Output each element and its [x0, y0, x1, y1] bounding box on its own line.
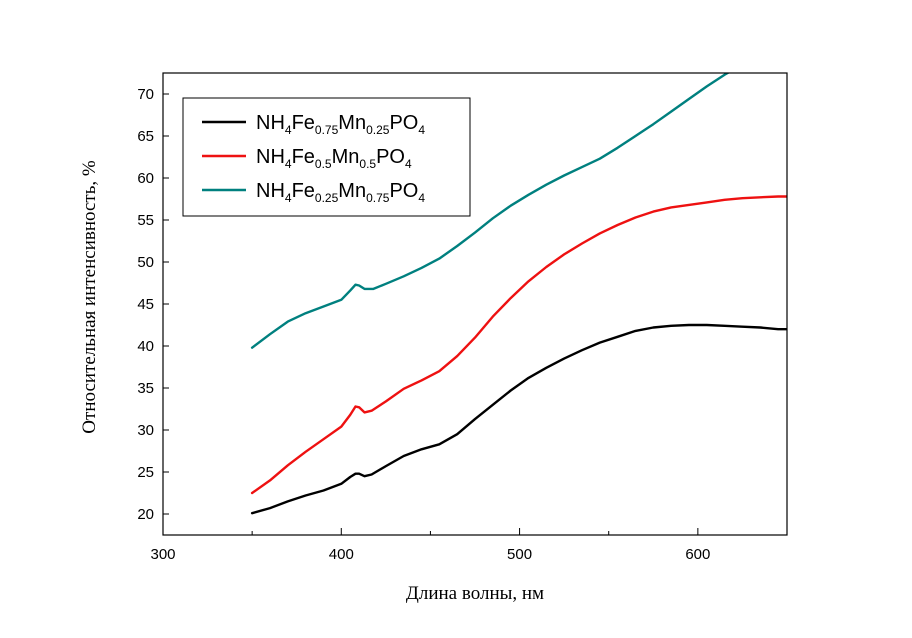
series-line-2 — [250, 195, 787, 495]
legend-label: NH4Fe0.75Mn0.25PO4 — [256, 112, 425, 137]
series-layer — [250, 73, 787, 515]
x-tick-label: 600 — [685, 546, 710, 563]
x-axis-title: Длина волны, нм — [406, 583, 544, 604]
y-tick-label: 30 — [137, 422, 154, 439]
y-tick-label: 70 — [137, 86, 154, 103]
legend-label: NH4Fe0.5Mn0.5PO4 — [256, 146, 412, 171]
x-axis: 300 400 500 600 — [150, 528, 788, 563]
series-line-3 — [250, 73, 730, 349]
legend-label: NH4Fe0.25Mn0.75PO4 — [256, 180, 425, 205]
x-tick-label: 400 — [329, 546, 354, 563]
y-tick-label: 65 — [137, 128, 154, 145]
y-tick-label: 20 — [137, 506, 154, 523]
y-tick-label: 50 — [137, 254, 154, 271]
y-tick-label: 55 — [137, 212, 154, 229]
y-axis: 20 25 30 35 40 45 50 55 60 65 70 — [137, 86, 169, 523]
y-tick-label: 45 — [137, 296, 154, 313]
y-tick-label: 35 — [137, 380, 154, 397]
y-axis-title: Относительная интенсивность, % — [79, 160, 100, 434]
legend: NH4Fe0.75Mn0.25PO4 NH4Fe0.5Mn0.5PO4 NH4Fe0… — [182, 97, 471, 217]
series-line-1 — [250, 323, 787, 515]
y-tick-label: 60 — [137, 170, 154, 187]
y-tick-label: 40 — [137, 338, 154, 355]
x-tick-label: 300 — [150, 546, 175, 563]
x-tick-label: 500 — [507, 546, 532, 563]
y-tick-label: 25 — [137, 464, 154, 481]
